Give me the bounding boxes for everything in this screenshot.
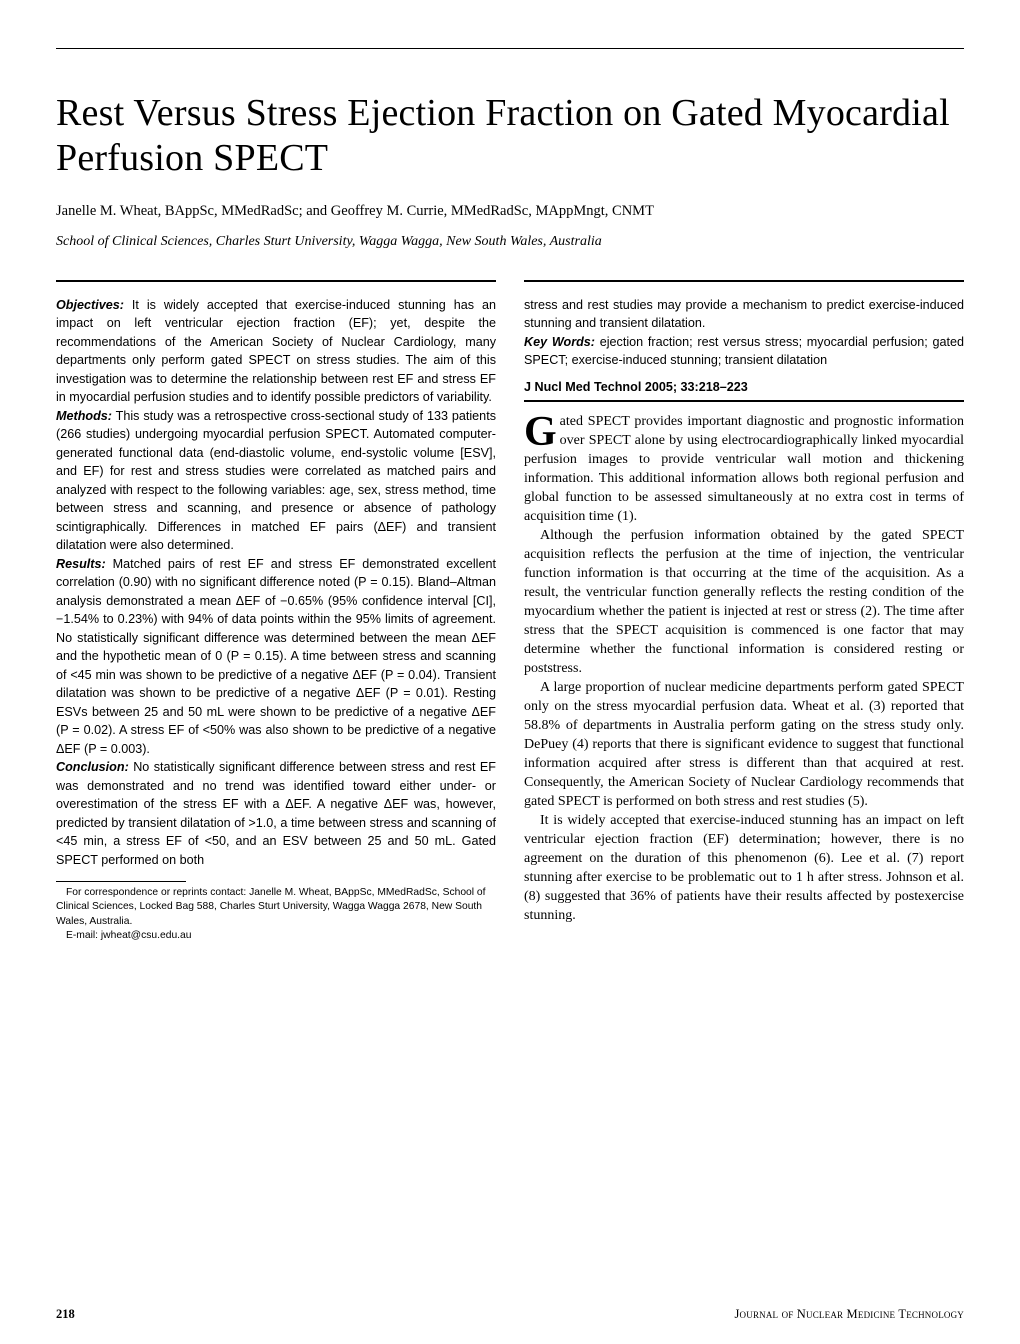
results-text: Matched pairs of rest EF and stress EF d…	[56, 557, 496, 756]
methods-text: This study was a retrospective cross-sec…	[56, 409, 496, 553]
abstract-top-rule	[56, 280, 496, 282]
footnote-rule	[56, 881, 186, 882]
article-title: Rest Versus Stress Ejection Fraction on …	[56, 91, 964, 181]
abstract-objectives: Objectives: It is widely accepted that e…	[56, 296, 496, 407]
results-label: Results:	[56, 557, 106, 571]
top-rule	[56, 48, 964, 49]
abstract-conclusion: Conclusion: No statistically significant…	[56, 758, 496, 869]
page-number: 218	[56, 1307, 75, 1322]
dropcap-g: G	[524, 412, 560, 449]
objectives-text: It is widely accepted that exercise-indu…	[56, 298, 496, 405]
left-column: Objectives: It is widely accepted that e…	[56, 280, 496, 943]
footnote-line1: For correspondence or reprints contact: …	[56, 886, 496, 929]
authors-line: Janelle M. Wheat, BAppSc, MMedRadSc; and…	[56, 203, 964, 220]
abstract-continuation-block: stress and rest studies may provide a me…	[524, 296, 964, 370]
keywords-label: Key Words:	[524, 335, 595, 349]
conclusion-label: Conclusion:	[56, 760, 129, 774]
objectives-label: Objectives:	[56, 298, 124, 312]
affiliation-line: School of Clinical Sciences, Charles Stu…	[56, 234, 964, 250]
journal-name: Journal of Nuclear Medicine Technology	[734, 1307, 964, 1322]
right-column: stress and rest studies may provide a me…	[524, 280, 964, 943]
body-p1-text: ated SPECT provides important diagnostic…	[524, 414, 964, 524]
body-paragraph-4: It is widely accepted that exercise-indu…	[524, 811, 964, 925]
page-footer: 218 Journal of Nuclear Medicine Technolo…	[56, 1307, 964, 1322]
right-top-rule	[524, 280, 964, 282]
correspondence-footnote: For correspondence or reprints contact: …	[56, 886, 496, 943]
conclusion-text: No statistically significant difference …	[56, 760, 496, 867]
citation-line: J Nucl Med Technol 2005; 33:218–223	[524, 380, 964, 394]
footnote-email: E-mail: jwheat@csu.edu.au	[56, 929, 496, 943]
abstract-continuation: stress and rest studies may provide a me…	[524, 296, 964, 333]
keywords-line: Key Words: ejection fraction; rest versu…	[524, 333, 964, 370]
abstract-results: Results: Matched pairs of rest EF and st…	[56, 555, 496, 759]
methods-label: Methods:	[56, 409, 112, 423]
body-text-block: Gated SPECT provides important diagnosti…	[524, 412, 964, 926]
abstract-methods: Methods: This study was a retrospective …	[56, 407, 496, 555]
two-column-layout: Objectives: It is widely accepted that e…	[56, 280, 964, 943]
right-mid-rule	[524, 400, 964, 402]
body-paragraph-3: A large proportion of nuclear medicine d…	[524, 678, 964, 811]
abstract-block: Objectives: It is widely accepted that e…	[56, 296, 496, 870]
body-paragraph-2: Although the perfusion information obtai…	[524, 526, 964, 678]
body-paragraph-1: Gated SPECT provides important diagnosti…	[524, 412, 964, 526]
